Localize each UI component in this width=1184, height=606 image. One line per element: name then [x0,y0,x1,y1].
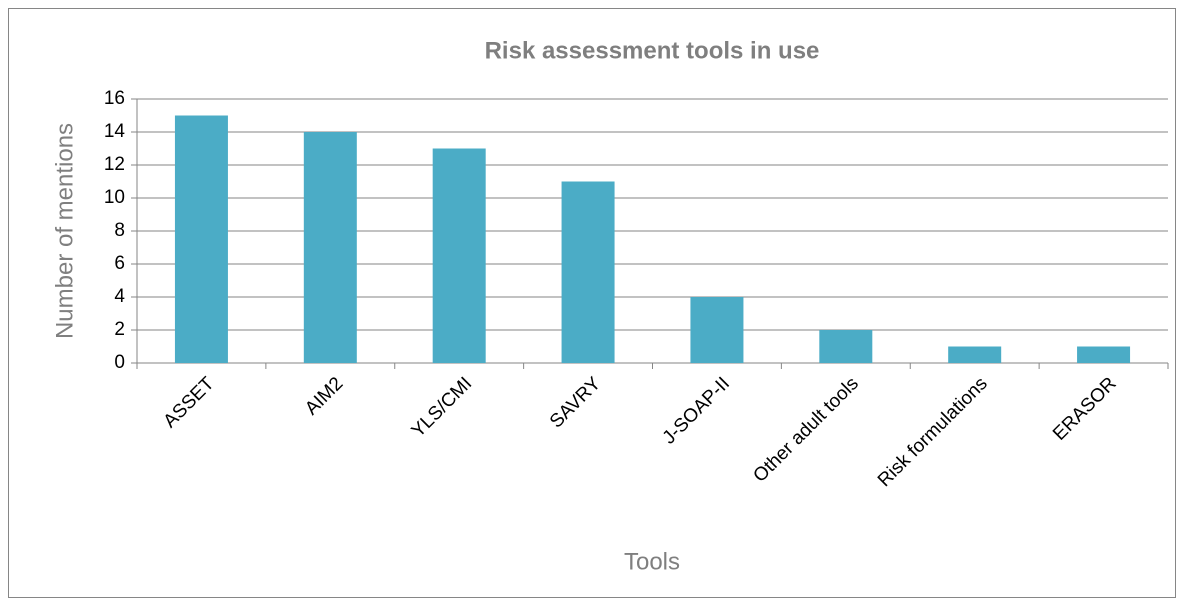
y-tick-label: 10 [104,187,125,208]
y-tick-label: 16 [104,88,125,109]
y-tick-label: 8 [114,220,125,241]
y-tick-label: 2 [114,319,125,340]
bar [174,115,228,363]
bar [819,330,873,363]
y-tick-label: 0 [114,352,125,373]
bar [303,132,357,363]
bar [690,297,744,363]
y-tick-label: 4 [114,286,125,307]
y-tick-label: 12 [104,154,125,175]
bar [561,181,615,363]
y-tick-label: 14 [104,121,126,142]
bar [432,148,486,363]
y-tick-label: 6 [114,253,125,274]
bar [948,346,1002,363]
chart-title: Risk assessment tools in use [485,37,820,64]
bar [1077,346,1131,363]
x-axis-label: Tools [624,548,680,575]
y-axis-label: Number of mentions [51,123,78,339]
